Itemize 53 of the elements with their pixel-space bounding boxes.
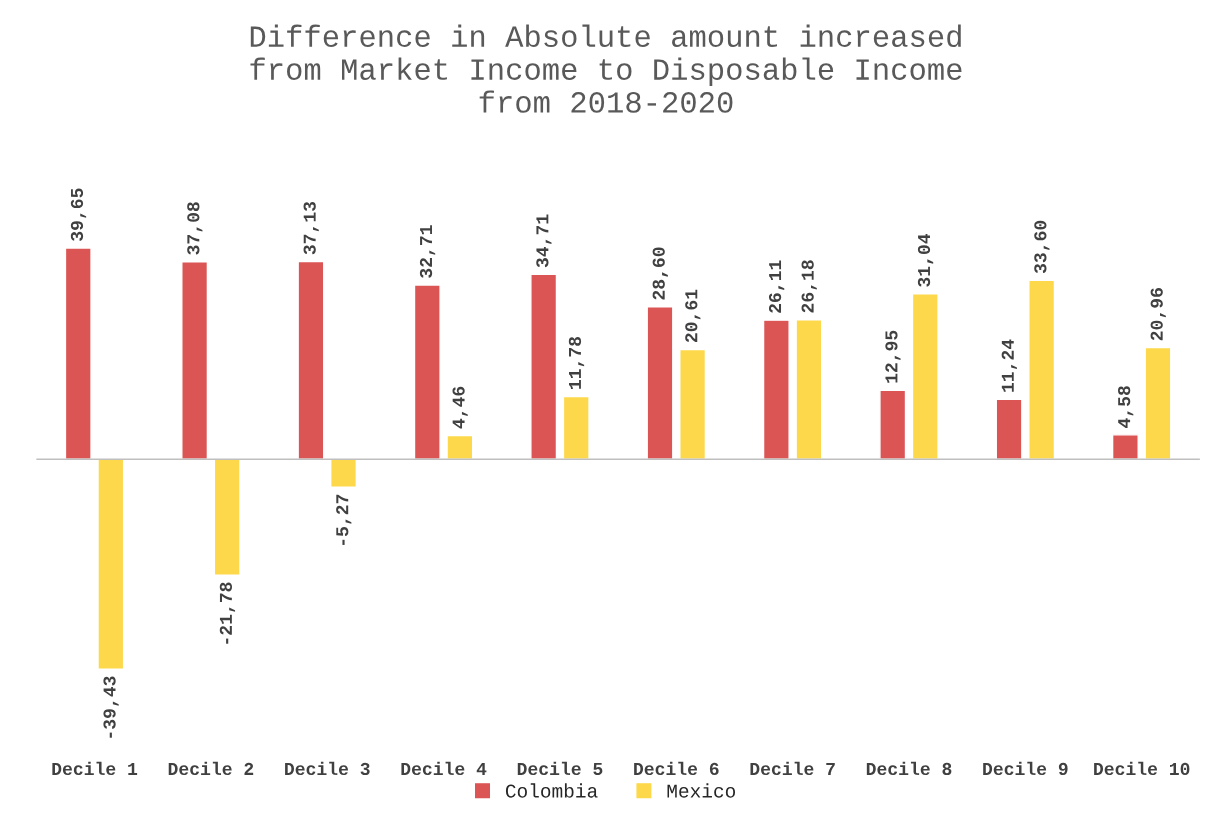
bar (1111, 434, 1139, 460)
x-tick-label: Decile 9 (983, 761, 1068, 776)
bar (879, 389, 907, 460)
bar (64, 247, 92, 460)
data-label: 4,46 (452, 386, 468, 429)
x-tick-label: Decile 7 (750, 761, 835, 776)
bar (181, 261, 209, 460)
bar (1144, 346, 1172, 460)
legend-label: Colombia (505, 783, 598, 798)
data-label: 39,65 (70, 188, 87, 241)
bar (297, 260, 325, 460)
bar (795, 319, 823, 460)
data-label: -21,78 (219, 582, 236, 644)
bar (97, 458, 125, 670)
bar (995, 398, 1023, 460)
data-label: 20,61 (685, 289, 701, 343)
bar (213, 458, 241, 576)
data-label: 33,60 (1034, 220, 1050, 274)
data-label: 31,04 (917, 233, 934, 287)
data-label: 4,58 (1118, 386, 1134, 428)
x-tick-label: Decile 2 (168, 761, 254, 776)
x-tick-label: Decile 4 (401, 761, 487, 776)
data-label: 26,11 (768, 260, 785, 313)
bar (762, 319, 790, 460)
x-tick-label: Decile 8 (866, 761, 952, 776)
data-label: 37,13 (303, 201, 319, 255)
data-label: 11,24 (1001, 339, 1017, 392)
data-label: 11,78 (568, 336, 585, 389)
bar (446, 434, 474, 460)
data-label: 37,08 (187, 202, 203, 255)
legend-label: Mexico (667, 783, 736, 798)
x-tick-label: Decile 3 (285, 761, 370, 776)
data-label: 32,71 (419, 225, 436, 278)
data-label: 34,71 (536, 214, 552, 268)
x-tick-label: Decile 6 (634, 761, 719, 776)
bar (911, 293, 939, 460)
bar (646, 306, 674, 460)
bar (1028, 279, 1056, 460)
data-label: 26,18 (801, 260, 817, 313)
data-label: 20,96 (1150, 288, 1166, 341)
bar (679, 348, 707, 460)
x-tick-label: Decile 5 (517, 761, 603, 776)
bar (330, 458, 358, 488)
chart-title: Difference in Absolute amount increased from Market Income to Disposable Income from 2018-2020 (250, 24, 962, 113)
data-label: -5,27 (336, 494, 352, 545)
data-label: -39,43 (103, 676, 119, 738)
x-tick-label: Decile 1 (52, 761, 138, 776)
bar (562, 395, 590, 460)
data-label: 12,95 (885, 330, 901, 383)
data-label: 28,60 (652, 247, 668, 300)
bar (413, 284, 441, 460)
bar (530, 273, 558, 460)
x-tick-label: Decile 10 (1094, 761, 1190, 776)
